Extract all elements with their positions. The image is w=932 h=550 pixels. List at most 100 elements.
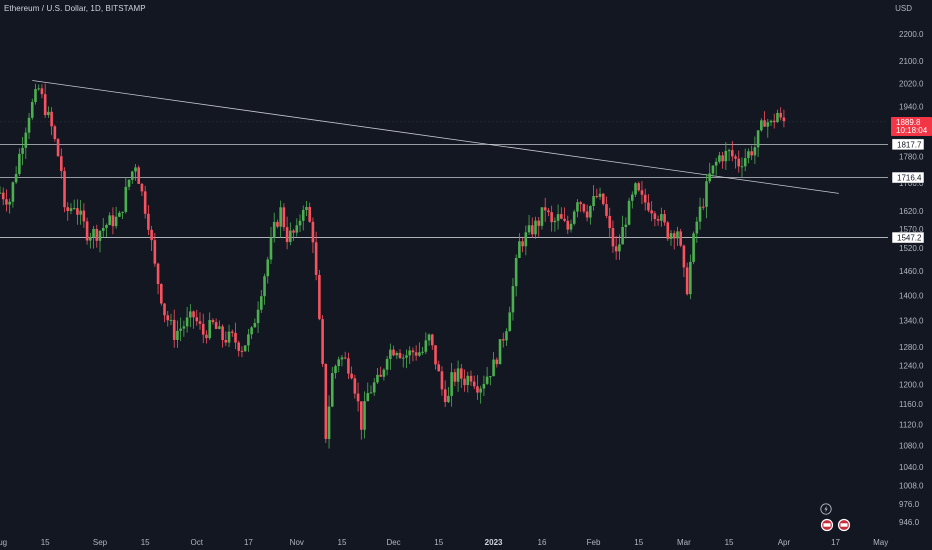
candle-body: [24, 132, 28, 148]
candle-body: [489, 376, 492, 378]
candle-body: [111, 215, 115, 227]
candle-body: [59, 156, 63, 172]
candle-body: [289, 230, 292, 243]
candle-body: [708, 173, 712, 182]
candle-body: [669, 233, 673, 239]
candle-body: [601, 193, 605, 205]
y-tick-label: 946.0: [899, 518, 920, 527]
candle-body: [743, 158, 747, 167]
x-tick-label: Feb: [587, 538, 601, 547]
candle-body: [424, 340, 428, 352]
candle-body: [360, 401, 363, 430]
candle-body: [766, 122, 770, 127]
candle-body: [308, 207, 311, 222]
candle-body: [714, 161, 718, 166]
y-tick-label: 2100.0: [899, 57, 924, 66]
level-labels: 1817.7 1716.4 1547.2: [891, 138, 925, 244]
trendline: [32, 80, 839, 194]
candle-body: [182, 326, 186, 329]
candle-body: [250, 327, 253, 335]
candle-body: [192, 311, 195, 318]
candle-body: [150, 229, 153, 241]
candle-body: [692, 233, 695, 262]
y-tick-label: 1570.0: [899, 225, 924, 234]
candle-body: [447, 395, 450, 403]
y-tick-label: 1160.0: [899, 400, 923, 409]
candle-body: [237, 342, 241, 351]
trendline-group: [32, 80, 839, 194]
candle-body: [337, 359, 341, 367]
candle-body: [389, 349, 392, 359]
candle-body: [40, 88, 44, 95]
candle-body: [569, 223, 573, 230]
candle-body: [18, 153, 21, 174]
x-tick-label: Aug: [0, 538, 7, 547]
time-axis[interactable]: Aug 15 Sep 15 Oct 17 Nov 15 Dec 15 2023 16 Feb 15 Mar 1…: [0, 538, 888, 547]
candle-body: [605, 204, 608, 216]
candle-body: [750, 151, 753, 156]
candle-body: [321, 319, 324, 364]
x-tick-label: 15: [434, 538, 443, 547]
candle-body: [589, 206, 592, 218]
candle-body: [485, 376, 489, 384]
candle-body: [479, 388, 482, 393]
candle-body: [311, 221, 315, 243]
candle-body: [463, 378, 466, 386]
x-tick-label: 15: [725, 538, 734, 547]
candle-body: [53, 126, 57, 140]
level-label: 1716.4: [897, 174, 922, 183]
candle-body: [698, 206, 702, 222]
x-tick-label: Sep: [93, 538, 108, 547]
candle-body: [611, 228, 615, 247]
candle-body: [624, 224, 628, 227]
candle-body: [627, 200, 631, 225]
candle-body: [385, 358, 389, 370]
flag-event-icon[interactable]: [820, 518, 834, 532]
candle-body: [108, 215, 111, 225]
candle-body: [518, 241, 521, 258]
candle-body: [263, 276, 266, 297]
candle-body: [82, 210, 86, 222]
candle-body: [230, 331, 234, 333]
candle-body: [208, 320, 211, 339]
candle-body: [276, 221, 279, 227]
candle-body: [56, 139, 60, 157]
candle-body: [676, 231, 679, 239]
candle-body: [227, 331, 231, 343]
candle-body: [634, 183, 637, 195]
candle-body: [456, 368, 460, 382]
candle-body: [363, 401, 366, 430]
candle-body: [179, 328, 182, 331]
candle-body: [266, 259, 270, 277]
candle-body: [147, 213, 150, 230]
last-price-value: 1889.8: [896, 118, 921, 127]
y-tick-label: 1460.0: [899, 267, 924, 276]
candle-body: [608, 215, 612, 229]
candle-body: [727, 150, 731, 152]
candle-body: [282, 207, 286, 228]
candle-body: [395, 352, 399, 356]
candle-body: [779, 112, 782, 118]
price-axis[interactable]: 2200.02100.02020.01940.01860.01780.01700…: [899, 30, 924, 527]
candle-body: [411, 350, 415, 353]
flag-event-icon[interactable]: [837, 518, 851, 532]
candle-body: [298, 220, 302, 226]
level-label-bg: [891, 138, 925, 151]
x-tick-label: 17: [831, 538, 840, 547]
candle-body: [563, 218, 566, 221]
candle-body: [427, 334, 431, 341]
candle-body: [256, 309, 260, 324]
candle-body: [314, 242, 318, 275]
lightning-icon[interactable]: [820, 503, 832, 515]
candle-body: [495, 359, 499, 365]
candle-body: [579, 202, 582, 205]
candle-body: [414, 352, 418, 356]
candle-body: [637, 183, 641, 191]
candle-body: [137, 167, 141, 184]
candle-body: [50, 111, 53, 127]
candle-body: [760, 120, 763, 131]
candle-body: [211, 320, 215, 323]
candle-body: [247, 334, 250, 346]
